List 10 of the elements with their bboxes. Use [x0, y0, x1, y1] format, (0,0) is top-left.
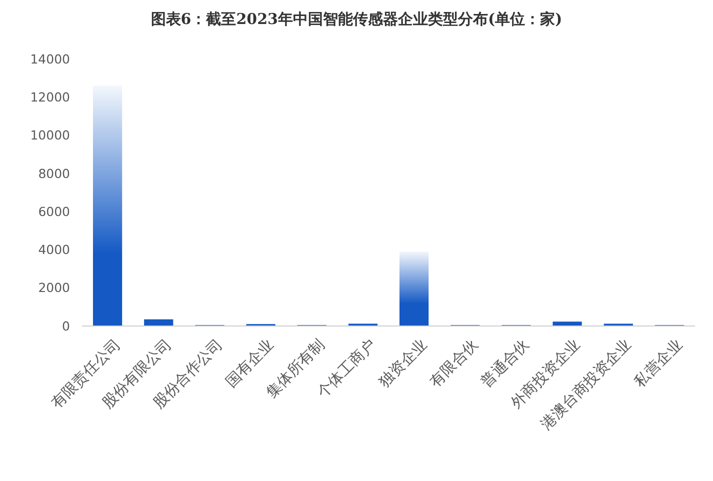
y-tick-label: 2000 [38, 280, 70, 296]
y-tick-label: 6000 [38, 204, 70, 219]
y-tick-label: 0 [62, 318, 70, 334]
y-tick-label: 8000 [38, 166, 70, 181]
y-tick-label: 12000 [30, 90, 70, 105]
y-tick-label: 10000 [30, 128, 70, 143]
x-tick-label: 私营企业 [630, 336, 686, 391]
chart-title: 图表6：截至2023年中国智能传感器企业类型分布(单位：家) [150, 10, 562, 28]
y-tick-label: 4000 [38, 242, 70, 258]
y-tick-label: 14000 [30, 51, 70, 66]
